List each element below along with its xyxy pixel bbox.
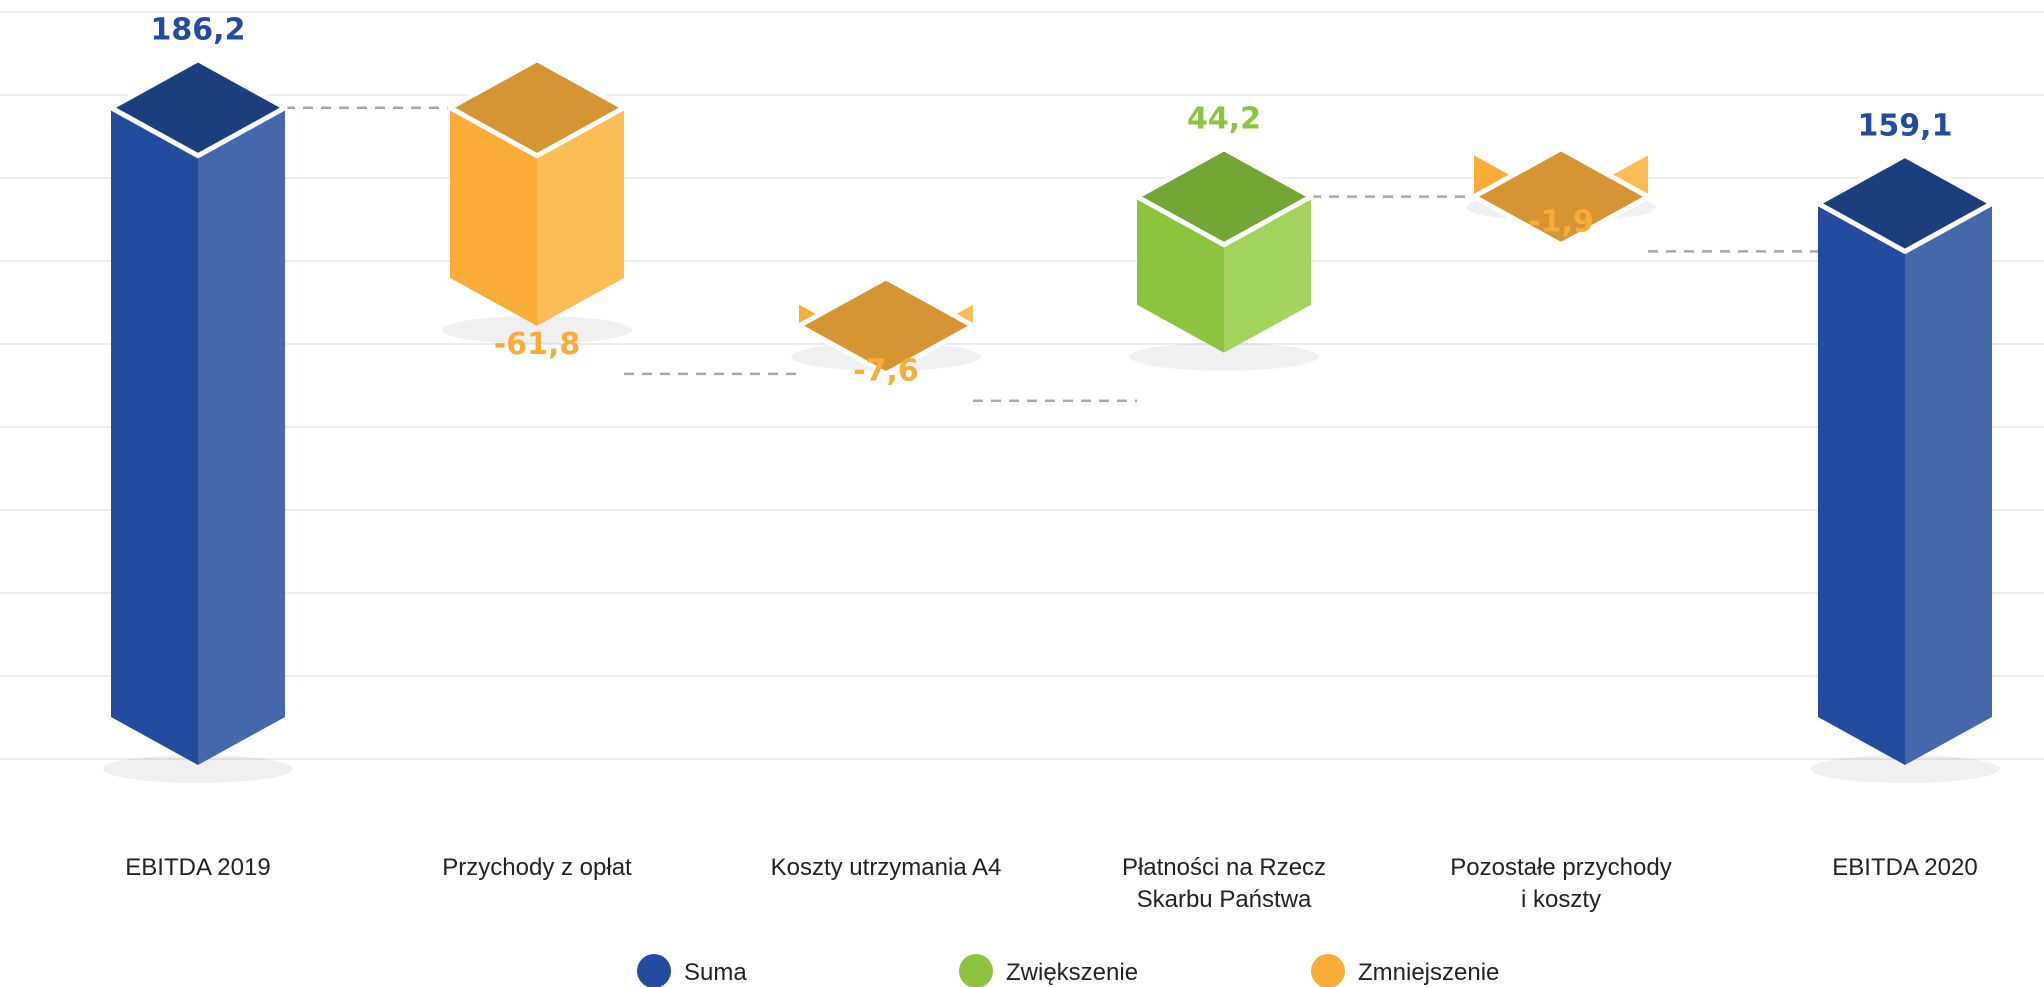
legend-label: Zwiększenie <box>1006 959 1138 986</box>
legend-swatch <box>637 954 671 987</box>
bar-3 <box>791 275 981 377</box>
bar-side-face <box>198 107 285 766</box>
bar-top-face <box>108 57 288 159</box>
bar-top-face <box>1471 146 1651 248</box>
bar-front-face <box>1818 203 1905 765</box>
bar-top-face <box>1815 152 1995 254</box>
legend-item-total: Suma <box>637 954 747 987</box>
value-label: 44,2 <box>1187 102 1261 137</box>
legend-swatch <box>1311 954 1345 987</box>
bar-top-face <box>796 275 976 377</box>
gridlines <box>0 11 2044 760</box>
legend-item-decrease: Zmniejszenie <box>1311 954 1499 987</box>
bar-6 <box>1810 152 2000 783</box>
value-label: 159,1 <box>1858 108 1953 143</box>
bar-2 <box>442 57 632 344</box>
value-label: -61,8 <box>494 327 580 362</box>
bar-4 <box>1129 146 1319 371</box>
value-label: -7,6 <box>853 354 919 389</box>
value-label: 186,2 <box>151 13 246 48</box>
legend-item-increase: Zwiększenie <box>959 954 1138 987</box>
legend: Suma Zwiększenie Zmniejszenie <box>637 954 1499 987</box>
legend-swatch <box>959 954 993 987</box>
bar-front-face <box>1137 196 1224 353</box>
category-label: Koszty utrzymania A4 <box>771 854 1002 881</box>
bar-1 <box>103 57 293 783</box>
bar-front-face <box>111 107 198 766</box>
category-label: EBITDA 2020 <box>1832 854 1977 881</box>
category-labels: EBITDA 2019 Przychody z opłat Koszty utrzy… <box>125 854 1977 913</box>
bar-side-face <box>1224 196 1311 353</box>
bar-top-face <box>447 57 627 159</box>
category-label: Pozostałe przychody i koszty <box>1450 854 1671 913</box>
connector-lines <box>285 106 1818 402</box>
bar-5 <box>1466 146 1656 248</box>
bar-side-face <box>537 107 624 326</box>
category-label: Przychody z opłat <box>442 854 632 881</box>
category-label: Płatności na Rzecz Skarbu Państwa <box>1122 854 1326 913</box>
bar-shadow <box>1129 342 1319 371</box>
bar-front-face <box>450 107 537 326</box>
bar-shadow <box>103 755 293 783</box>
value-labels: 186,2 -61,8 -7,6 44,2 -1,9 159,1 <box>151 13 1953 389</box>
bar-side-face <box>1905 203 1992 765</box>
category-label: EBITDA 2019 <box>125 854 270 881</box>
bars <box>103 57 2000 783</box>
legend-label: Suma <box>684 959 747 986</box>
bar-top-face <box>1134 146 1314 248</box>
value-label: -1,9 <box>1528 204 1594 239</box>
bar-shadow <box>1810 755 2000 783</box>
legend-label: Zmniejszenie <box>1358 959 1499 986</box>
bar-shadow <box>442 315 632 344</box>
